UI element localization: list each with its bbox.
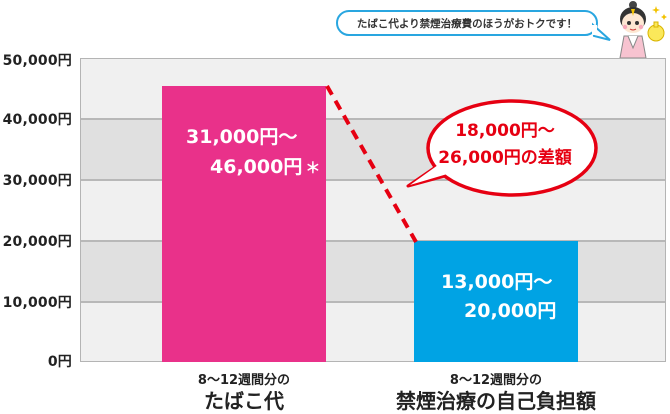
- y-tick-label: 0円: [47, 354, 72, 370]
- callout-line2: 26,000円の差額: [438, 148, 572, 168]
- value-text: 46,000円: [210, 156, 303, 178]
- speech-bubble-text: たばこ代より禁煙治療費のほうがおトクです！: [356, 17, 578, 30]
- speech-bubble-tail: [592, 22, 611, 41]
- bar-tobacco-label-line1: 31,000円〜: [186, 126, 298, 148]
- difference-callout-text: 18,000円〜 26,000円の差額: [430, 118, 580, 172]
- gridline-20000: [81, 240, 665, 242]
- callout-line1: 18,000円〜: [455, 121, 555, 141]
- y-tick-label: 20,000円: [2, 234, 72, 250]
- x-sublabel-treatment: 8〜12週間分の: [449, 373, 543, 388]
- asterisk-note: ＊: [305, 159, 321, 177]
- bar-treatment-label-line2: 20,000円: [464, 300, 557, 322]
- gridline-10000: [81, 301, 665, 303]
- speech-bubble: たばこ代より禁煙治療費のほうがおトクです！: [336, 10, 598, 36]
- y-tick-label: 30,000円: [2, 173, 72, 189]
- doctor-character-icon: [619, 1, 667, 59]
- gridline-40000: [81, 118, 665, 120]
- y-tick-label: 40,000円: [2, 112, 72, 128]
- x-sublabel-tobacco: 8〜12週間分の: [197, 373, 291, 388]
- bar-tobacco-label-line2: 46,000円＊: [210, 158, 320, 177]
- difference-callout-bubble: [406, 99, 598, 197]
- y-tick-label: 50,000円: [2, 53, 72, 69]
- gridline-30000: [81, 179, 665, 181]
- bar-tobacco: [162, 86, 326, 362]
- x-label-tobacco: たばこ代: [204, 389, 284, 413]
- bar-treatment: [414, 241, 578, 362]
- x-label-treatment: 禁煙治療の自己負担額: [396, 389, 596, 413]
- bar-treatment-label-line1: 13,000円〜: [441, 271, 553, 293]
- y-tick-label: 10,000円: [2, 295, 72, 311]
